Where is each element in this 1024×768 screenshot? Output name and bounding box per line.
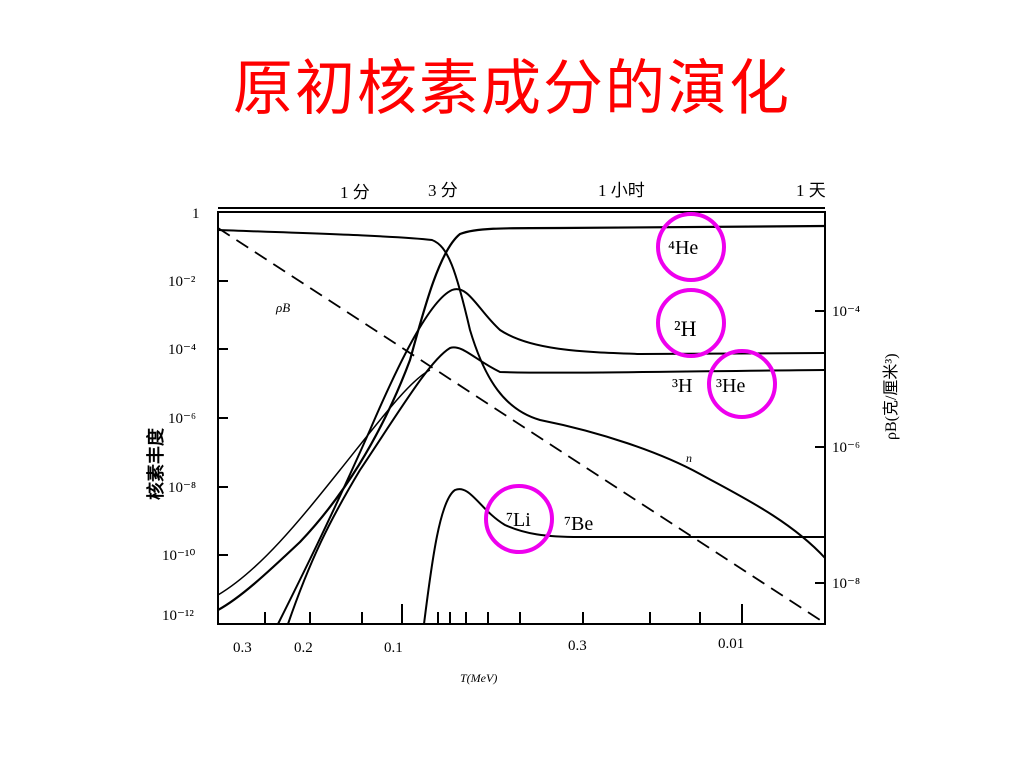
x-tick-label: 0.3 (233, 640, 252, 656)
highlight-circle-li7 (484, 484, 554, 554)
top-label-1hour: 1 小时 (598, 181, 645, 200)
right-ticks (815, 310, 825, 584)
h3he3-curve (287, 346, 826, 625)
y-tick-label: 10⁻² (168, 274, 196, 290)
li7be7-curve (423, 488, 825, 625)
label-li7: ⁷Li (506, 509, 531, 531)
y-tick-label: 1 (192, 206, 200, 222)
he4-curve (217, 224, 826, 611)
top-label-3min: 3 分 (428, 181, 458, 200)
y-axis-title-left: 核素丰度 (145, 427, 166, 500)
highlight-circle-h2 (656, 288, 726, 358)
label-he3: ³He (716, 375, 745, 397)
label-h3: ³H (672, 375, 692, 397)
x-tick-label: 0.2 (294, 640, 313, 656)
top-label-1day: 1 天 (796, 181, 826, 200)
y-axis-title-right: ρB(克/厘米³) (882, 353, 900, 440)
page-title: 原初核素成分的演化 (233, 54, 791, 124)
bottom-ticks (264, 604, 743, 624)
y-tick-label: 10⁻¹⁰ (162, 548, 195, 564)
y-tick-label: 10⁻⁸ (168, 480, 196, 496)
left-ticks (218, 211, 228, 625)
y-right-tick-label: 10⁻⁶ (832, 440, 860, 456)
y-tick-label: 10⁻⁶ (168, 411, 196, 427)
n-curve (217, 229, 826, 559)
y-tick-label: 10⁻⁴ (168, 342, 196, 358)
x-tick-label: 0.01 (718, 636, 744, 652)
label-be7: ⁷Be (564, 513, 593, 535)
y-tick-label: 10⁻¹² (162, 608, 194, 624)
label-he4: ⁴He (668, 237, 698, 259)
highlight-circle-he3 (707, 349, 777, 419)
label-rho-b: ρB (275, 300, 290, 315)
x-axis-title: T(MeV) (460, 671, 497, 685)
top-label-1min: 1 分 (340, 183, 370, 202)
y-right-tick-label: 10⁻⁴ (832, 304, 860, 320)
x-tick-label: 0.1 (384, 640, 403, 656)
he3-tail-curve (217, 369, 431, 596)
label-n: n (686, 451, 692, 465)
highlight-circle-he4 (656, 212, 726, 282)
y-right-tick-label: 10⁻⁸ (832, 576, 860, 592)
rho-b-curve (217, 227, 821, 621)
h2-curve (277, 288, 826, 625)
label-h2: ²H (674, 316, 697, 341)
x-tick-label: 0.3 (568, 638, 587, 654)
